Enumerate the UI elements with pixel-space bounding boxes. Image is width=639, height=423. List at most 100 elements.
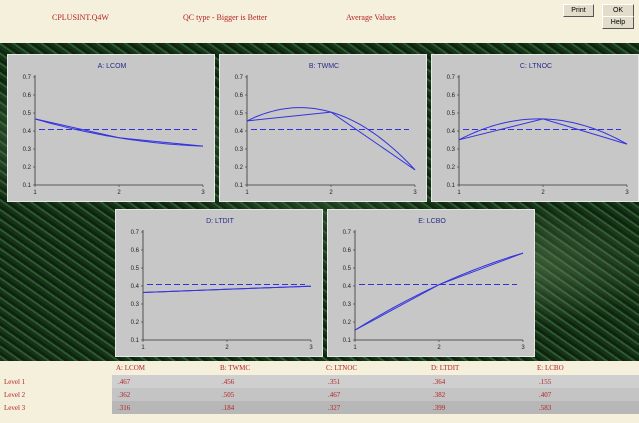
x-tick-label: 2 (437, 345, 441, 351)
y-tick-label: 0.6 (447, 93, 456, 99)
x-tick-label: 3 (309, 345, 313, 351)
column-header: B: TWMC (220, 364, 251, 372)
x-tick-label: 1 (457, 190, 461, 196)
y-tick-label: 0.7 (23, 75, 32, 81)
y-tick-label: 0.1 (235, 183, 244, 189)
table-cell: .399 (433, 404, 446, 412)
y-tick-label: 0.2 (343, 320, 352, 326)
x-tick-label: 3 (625, 190, 629, 196)
chart-svg: B: TWMC 0.1 0.2 0.3 0.4 0.5 0.6 0.7 1 2 3 (235, 63, 418, 196)
x-tick-label: 1 (141, 345, 145, 351)
table-cell: .362 (118, 391, 131, 399)
x-tick-label: 1 (245, 190, 249, 196)
row-label: Level 2 (4, 391, 26, 399)
y-tick-label: 0.4 (447, 129, 456, 135)
fitted-curve (354, 252, 524, 331)
table-band (112, 375, 639, 388)
table-cell: .184 (222, 404, 235, 412)
chart-svg: E: LCBO 0.1 0.2 0.3 0.4 0.5 0.6 0.7 1 2 3 (343, 218, 526, 351)
qc-type-label: QC type - Bigger is Better (183, 13, 268, 22)
y-tick-label: 0.4 (343, 284, 352, 290)
y-tick-label: 0.5 (131, 266, 140, 272)
table-cell: .583 (539, 404, 552, 412)
table-cell: .382 (433, 391, 446, 399)
row-label: Level 1 (4, 378, 26, 386)
column-header: A: LCOM (116, 364, 145, 372)
y-tick-label: 0.7 (447, 75, 456, 81)
y-tick-label: 0.1 (131, 338, 140, 344)
y-tick-label: 0.4 (235, 129, 244, 135)
y-tick-label: 0.4 (23, 129, 32, 135)
series-line (354, 252, 524, 331)
chart-svg: A: LCOM 0.1 0.2 0.3 0.4 0.5 0.6 0.7 1 2 3 (23, 63, 206, 196)
fitted-curve (246, 107, 416, 171)
y-tick-label: 0.3 (447, 147, 456, 153)
y-tick-label: 0.4 (131, 284, 140, 290)
column-header: E: LCBO (537, 364, 564, 372)
y-tick-label: 0.3 (23, 147, 32, 153)
header-bar: CPLUSINT.Q4W QC type - Bigger is Better … (0, 0, 639, 43)
column-header: C: LTNOC (326, 364, 358, 372)
y-tick-label: 0.1 (23, 183, 32, 189)
x-tick-label: 2 (329, 190, 333, 196)
chart-title: D: LTDIT (206, 218, 235, 225)
chart-title: B: TWMC (309, 63, 339, 70)
y-tick-label: 0.2 (447, 165, 456, 171)
chart-title: A: LCOM (98, 63, 127, 70)
y-tick-label: 0.3 (235, 147, 244, 153)
table-band (112, 388, 639, 401)
chart-title: C: LTNOC (520, 63, 552, 70)
table-cell: .316 (118, 404, 131, 412)
y-tick-label: 0.2 (23, 165, 32, 171)
file-name: CPLUSINT.Q4W (52, 13, 109, 22)
x-tick-label: 3 (201, 190, 205, 196)
chart-c-ltnoc: C: LTNOC 0.1 0.2 0.3 0.4 0.5 0.6 0.7 1 2 3 (431, 54, 639, 202)
x-tick-label: 2 (225, 345, 229, 351)
x-tick-label: 3 (413, 190, 417, 196)
y-tick-label: 0.3 (343, 302, 352, 308)
y-tick-label: 0.5 (343, 266, 352, 272)
chart-d-ltdit: D: LTDIT 0.1 0.2 0.3 0.4 0.5 0.6 0.7 1 2 3 (115, 209, 323, 357)
chart-a-lcom: A: LCOM 0.1 0.2 0.3 0.4 0.5 0.6 0.7 1 2 3 (7, 54, 215, 202)
x-tick-label: 1 (353, 345, 357, 351)
mode-label: Average Values (346, 13, 396, 22)
x-tick-label: 2 (541, 190, 545, 196)
series-line (34, 118, 204, 147)
level-values-table: A: LCOM B: TWMC C: LTNOC D: LTDIT E: LCB… (0, 363, 639, 423)
x-tick-label: 2 (117, 190, 121, 196)
y-tick-label: 0.6 (343, 248, 352, 254)
y-tick-label: 0.1 (447, 183, 456, 189)
y-tick-label: 0.7 (235, 75, 244, 81)
table-cell: .467 (328, 391, 341, 399)
row-label: Level 3 (4, 404, 26, 412)
fitted-curve (34, 118, 204, 147)
print-button[interactable]: Print (563, 4, 594, 17)
help-button[interactable]: Help (602, 16, 634, 29)
table-cell: .456 (222, 378, 235, 386)
y-tick-label: 0.7 (131, 230, 140, 236)
y-tick-label: 0.5 (235, 111, 244, 117)
table-cell: .505 (222, 391, 235, 399)
chart-b-twmc: B: TWMC 0.1 0.2 0.3 0.4 0.5 0.6 0.7 1 2 3 (219, 54, 427, 202)
y-tick-label: 0.5 (23, 111, 32, 117)
y-tick-label: 0.2 (131, 320, 140, 326)
fitted-curve (458, 118, 628, 145)
y-tick-label: 0.7 (343, 230, 352, 236)
chart-svg: C: LTNOC 0.1 0.2 0.3 0.4 0.5 0.6 0.7 1 2 3 (447, 63, 630, 196)
y-tick-label: 0.2 (235, 165, 244, 171)
x-tick-label: 1 (33, 190, 37, 196)
table-band (112, 401, 639, 414)
fitted-curve (142, 285, 312, 293)
table-cell: .467 (118, 378, 131, 386)
y-tick-label: 0.6 (23, 93, 32, 99)
chart-title: E: LCBO (418, 218, 446, 225)
series-line (246, 111, 416, 171)
table-cell: .155 (539, 378, 552, 386)
y-tick-label: 0.5 (447, 111, 456, 117)
y-tick-label: 0.3 (131, 302, 140, 308)
y-tick-label: 0.1 (343, 338, 352, 344)
table-cell: .327 (328, 404, 341, 412)
y-tick-label: 0.6 (235, 93, 244, 99)
x-tick-label: 3 (521, 345, 525, 351)
table-cell: .364 (433, 378, 446, 386)
